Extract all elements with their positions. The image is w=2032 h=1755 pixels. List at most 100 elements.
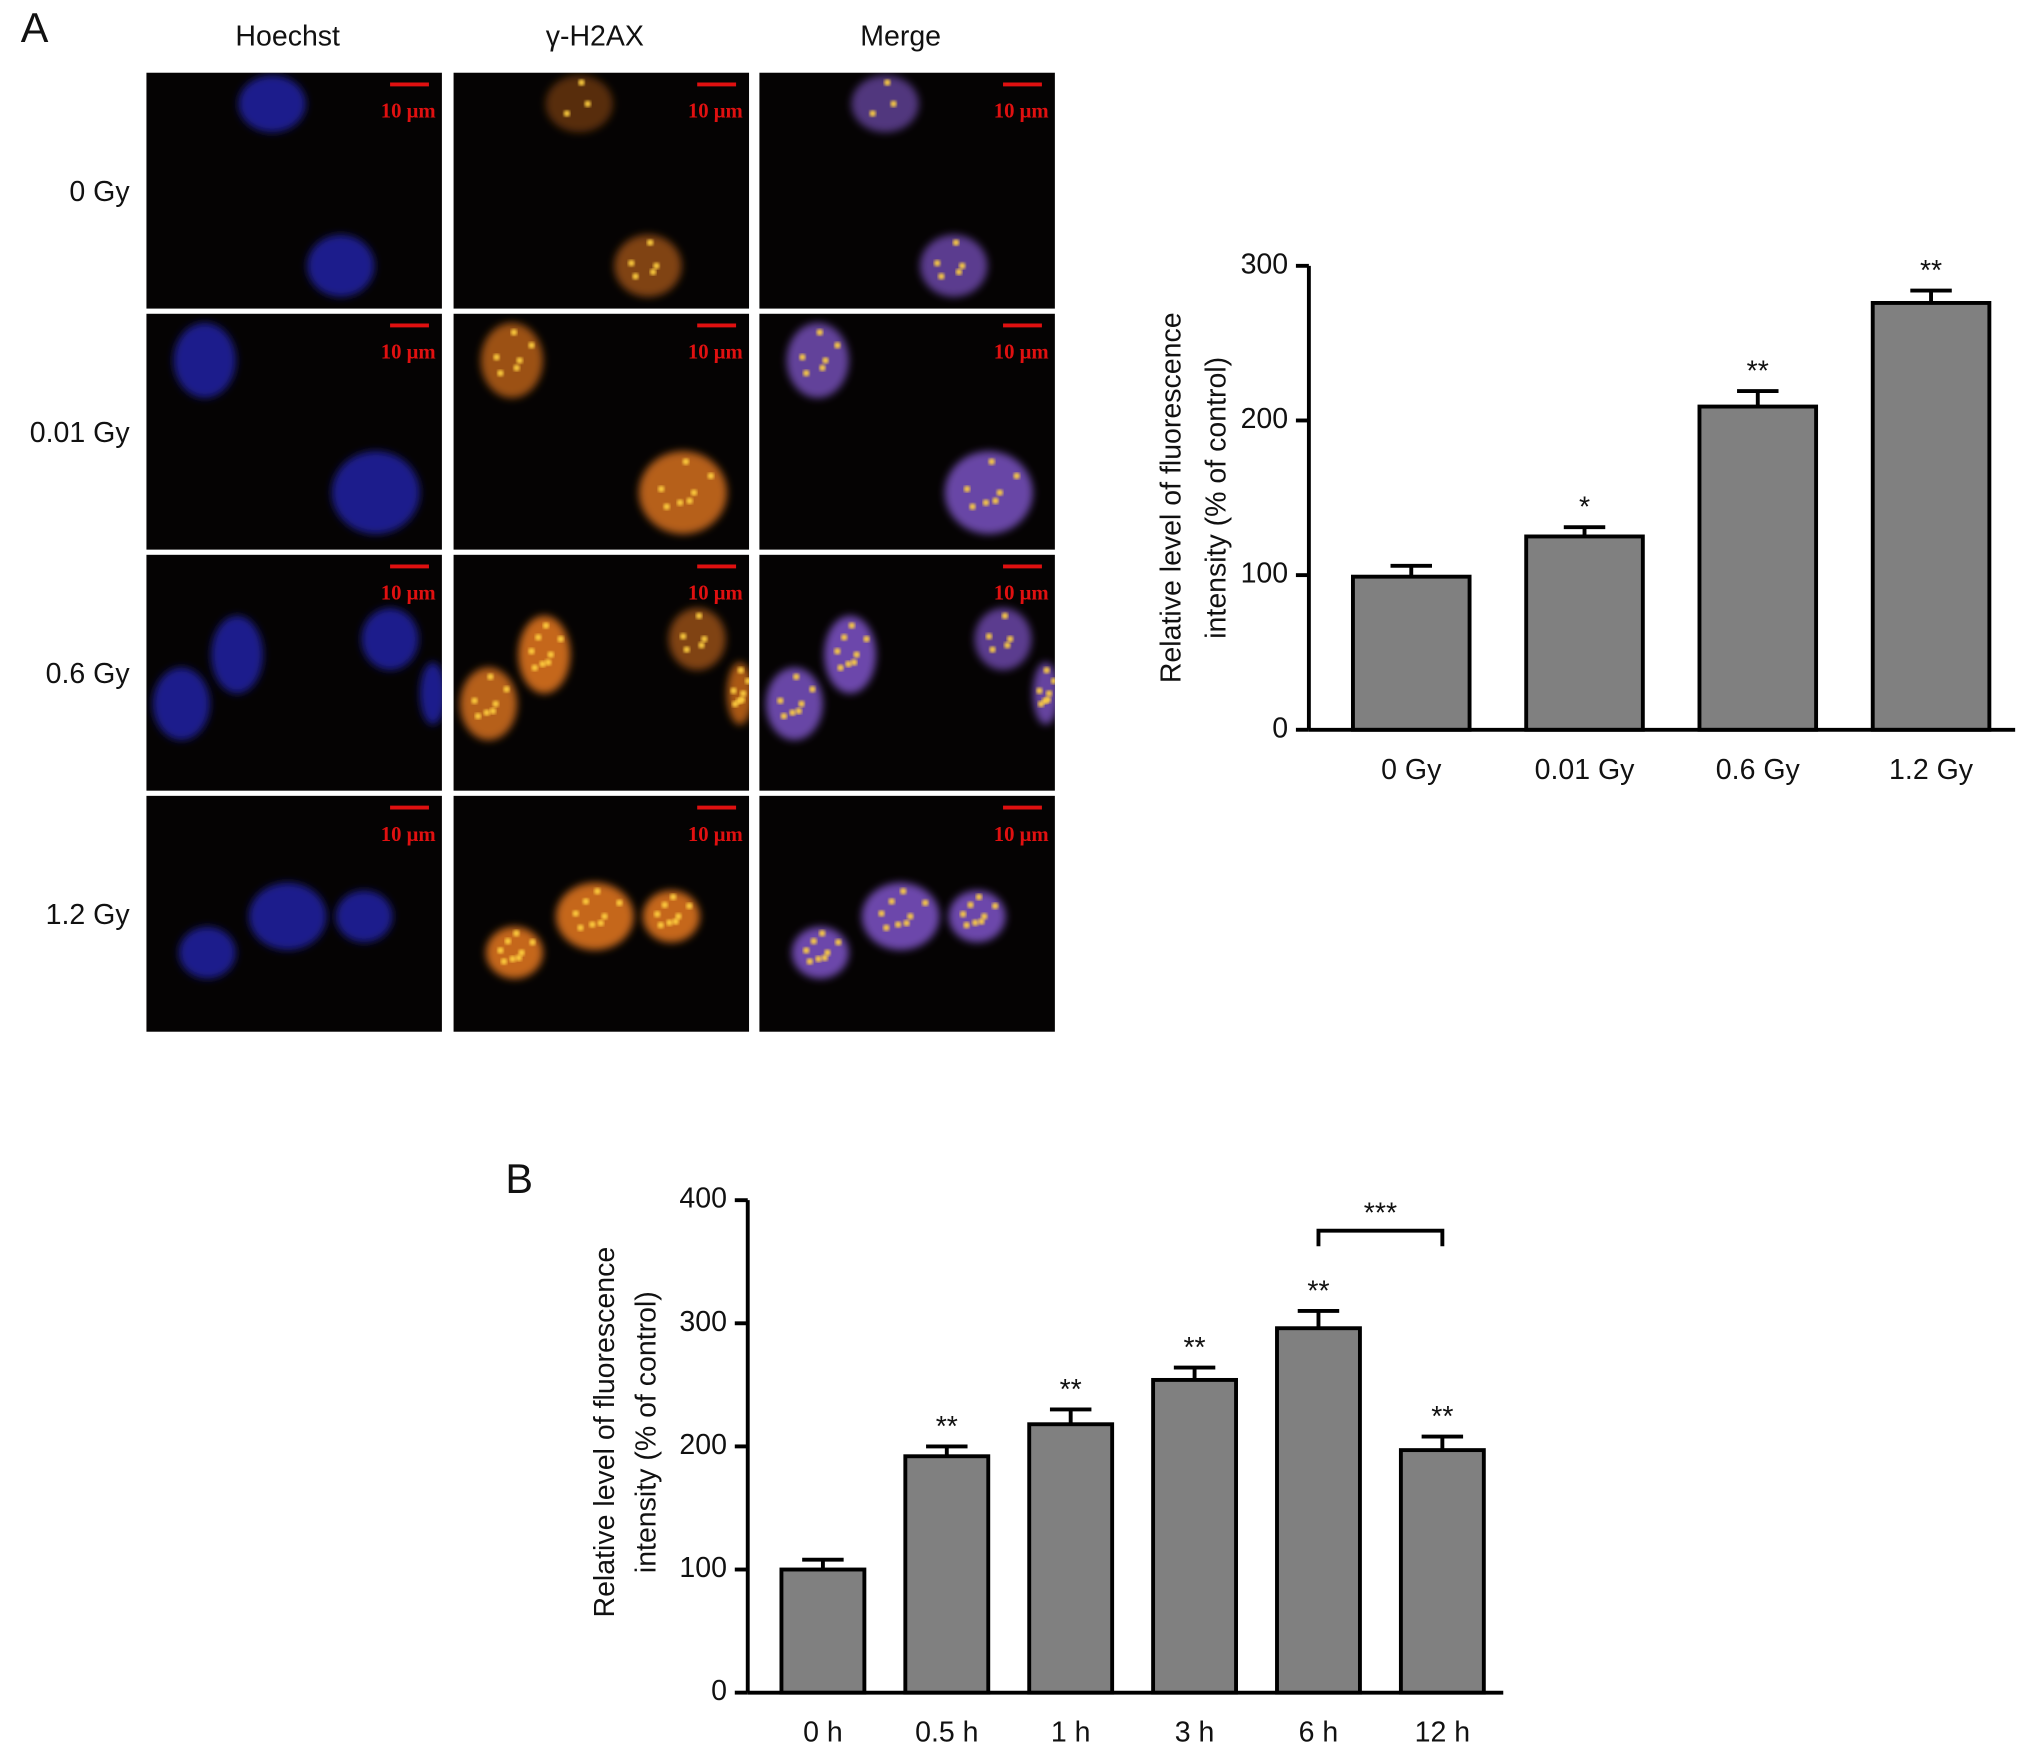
focus [516, 357, 523, 364]
focus [666, 919, 673, 926]
significance-label: ** [936, 1411, 958, 1443]
nucleus [248, 882, 327, 951]
focus [676, 499, 684, 506]
focus [669, 893, 677, 901]
focus [497, 369, 504, 377]
focus [1043, 667, 1050, 674]
column-header: Hoechst [235, 20, 340, 52]
focus [658, 485, 665, 493]
nucleus [638, 451, 728, 535]
micrograph: 10 μm [146, 554, 442, 791]
nucleus [786, 322, 849, 399]
significance-label: ** [1747, 355, 1769, 387]
scale-bar-label: 10 μm [381, 342, 436, 364]
focus [578, 79, 585, 86]
focus [661, 901, 668, 909]
nucleus [152, 667, 210, 741]
micrograph: 10 μm [146, 313, 442, 550]
focus [663, 503, 670, 510]
y-tick-label: 0 [1272, 712, 1288, 744]
focus [515, 954, 523, 962]
focus [698, 641, 705, 649]
focus [679, 633, 687, 640]
row-label: 0 Gy [69, 176, 130, 208]
panel-label: A [21, 4, 49, 51]
nucleus [518, 615, 571, 694]
nucleus [824, 615, 877, 694]
bar [1398, 1448, 1486, 1695]
focus [850, 659, 858, 666]
significance-label: ** [1431, 1401, 1453, 1433]
micrograph: 10 μm [759, 554, 1055, 791]
focus [489, 707, 497, 715]
focus [978, 918, 985, 925]
focus [683, 646, 690, 653]
scale-bar-label: 10 μm [994, 824, 1049, 846]
focus [654, 910, 661, 918]
nucleus [642, 890, 700, 943]
focus [531, 664, 538, 671]
error-bar [1297, 1309, 1340, 1329]
focus [1036, 687, 1043, 695]
y-axis-label: Relative level of fluorescence [1155, 312, 1187, 683]
focus [982, 499, 990, 506]
significance-label: ** [1060, 1374, 1082, 1406]
nucleus [555, 882, 634, 951]
focus [834, 342, 841, 349]
focus [528, 647, 535, 655]
focus [975, 893, 983, 901]
nucleus [307, 234, 375, 297]
significance-label: ** [1920, 255, 1942, 287]
focus [701, 635, 708, 643]
nucleus [861, 882, 940, 951]
bar [1027, 1422, 1115, 1695]
focus [544, 659, 552, 666]
focus [1006, 635, 1014, 643]
focus [958, 262, 966, 270]
focus [878, 910, 885, 917]
focus [952, 239, 960, 246]
column-header: γ-H2AX [546, 20, 644, 52]
scale-bar-label: 10 μm [688, 824, 743, 846]
focus [509, 955, 516, 963]
x-tick-label: 1 h [1051, 1717, 1091, 1749]
focus [503, 686, 510, 693]
focus [539, 660, 546, 668]
bar [779, 1567, 867, 1695]
focus [572, 910, 579, 917]
focus [989, 646, 996, 653]
focus [819, 364, 826, 372]
focus [890, 100, 897, 108]
focus [1045, 690, 1053, 697]
x-tick-label: 0.01 Gy [1535, 754, 1636, 786]
row-label: 0.01 Gy [30, 417, 131, 449]
focus [795, 707, 802, 715]
focus [695, 612, 703, 620]
x-tick-label: 12 h [1415, 1717, 1470, 1749]
x-tick-label: 0 h [803, 1717, 843, 1749]
nucleus [331, 451, 420, 535]
nucleus [974, 607, 1032, 671]
nuclei [851, 75, 988, 297]
focus [1004, 641, 1011, 649]
focus [834, 647, 841, 655]
focus [584, 100, 591, 108]
nuclei [152, 607, 442, 741]
focus [628, 259, 635, 267]
focus [818, 930, 826, 937]
nucleus [545, 75, 613, 133]
nucleus [238, 75, 306, 133]
significance-label: ** [1307, 1275, 1329, 1307]
focus [739, 690, 747, 697]
focus [822, 357, 829, 364]
bar [903, 1454, 991, 1695]
y-tick-label: 100 [1241, 558, 1289, 590]
nucleus [727, 662, 750, 725]
focus [815, 955, 822, 963]
focus [991, 902, 999, 910]
focus [777, 697, 784, 704]
focus [542, 622, 550, 629]
focus [803, 947, 810, 954]
y-tick-label: 400 [679, 1183, 727, 1215]
